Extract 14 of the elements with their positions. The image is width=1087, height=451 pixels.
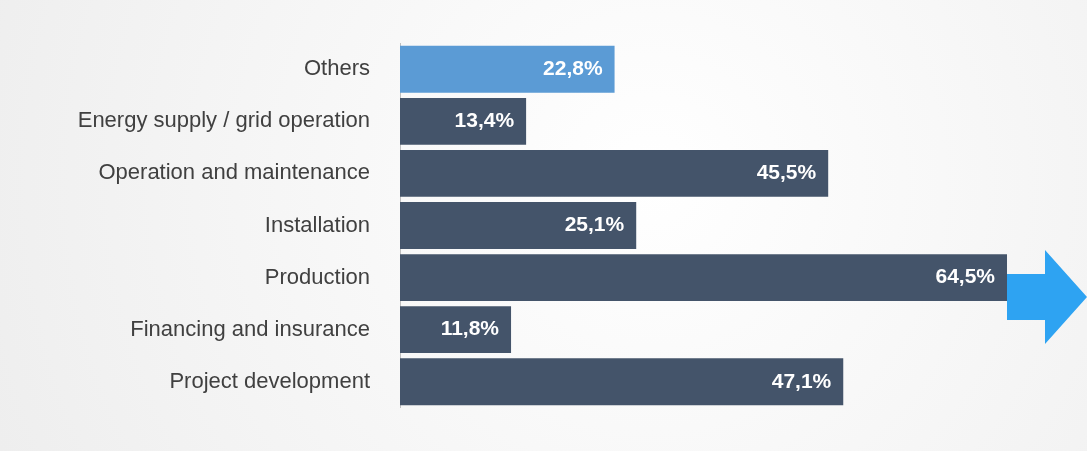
y-tick-label: Others — [303, 55, 370, 81]
y-tick-label: Financing and insurance — [130, 315, 370, 341]
data-label: 64,5% — [935, 264, 996, 288]
y-tick-label: Energy supply / grid operation — [77, 107, 370, 133]
data-label: 22,8% — [543, 56, 603, 80]
data-label: 45,5% — [756, 160, 817, 184]
y-tick-label: Project development — [169, 367, 370, 393]
data-label: 13,4% — [454, 108, 515, 132]
data-label: 25,1% — [564, 212, 625, 236]
data-label: 47,1% — [771, 368, 832, 392]
y-tick-label: Operation and maintenance — [98, 159, 370, 185]
y-tick-label: Production — [264, 263, 370, 289]
y-tick-label: Installation — [264, 211, 370, 237]
data-label: 11,8% — [440, 316, 500, 340]
